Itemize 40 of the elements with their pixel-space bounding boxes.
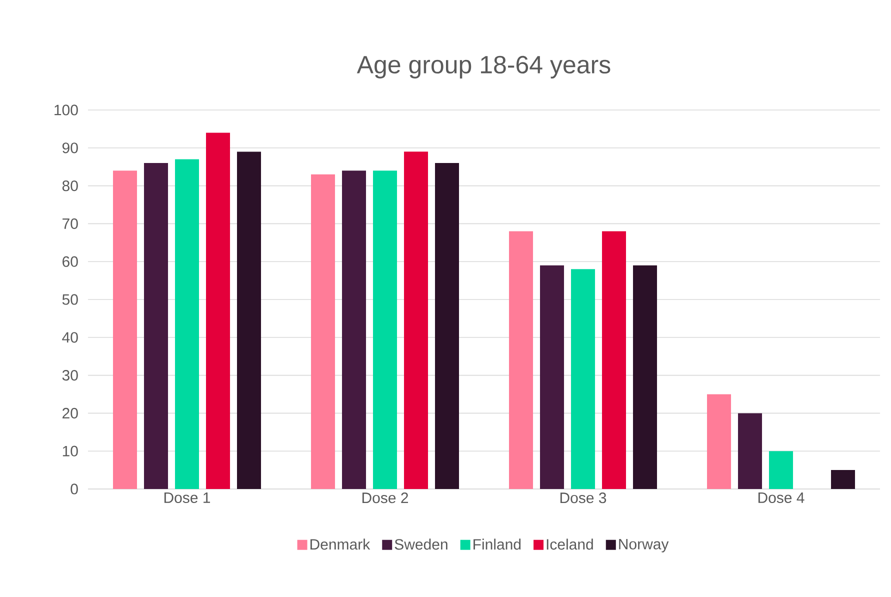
bar (206, 132, 230, 489)
bar (373, 170, 398, 489)
bar (435, 163, 460, 489)
bar (738, 413, 762, 489)
legend-label: Iceland (546, 538, 593, 550)
legend-label: Sweden (394, 538, 448, 550)
x-tick-label: Dose 4 (758, 492, 804, 503)
y-tick-label: 10 (62, 446, 78, 456)
bar (175, 159, 199, 489)
y-tick-label: 0 (70, 484, 78, 494)
bar (404, 152, 428, 489)
bar (509, 231, 534, 489)
y-tick-label: 90 (62, 142, 78, 154)
x-tick-label: Dose 2 (362, 492, 408, 504)
chart-title: Age group 18-64 years (356, 56, 610, 78)
bar (113, 170, 137, 489)
y-tick-label: 40 (62, 332, 78, 343)
bar (342, 170, 366, 489)
x-tick-label: Dose 3 (560, 492, 606, 504)
y-tick-label: 50 (62, 294, 78, 305)
y-tick-label: 100 (54, 104, 78, 116)
y-tick-label: 20 (62, 408, 78, 419)
y-tick-label: 60 (62, 256, 78, 267)
legend-label: Finland (474, 538, 521, 550)
bar (769, 451, 794, 489)
bar (571, 269, 596, 489)
bar (540, 265, 564, 489)
y-tick-label: 70 (62, 218, 78, 229)
bar (237, 152, 262, 489)
bar (311, 174, 335, 489)
legend-label: Denmark (310, 538, 370, 550)
y-tick-label: 80 (62, 180, 78, 192)
x-tick-label: Dose 1 (164, 492, 210, 503)
y-tick-label: 30 (62, 370, 78, 381)
bar (602, 231, 626, 489)
bar (144, 163, 168, 489)
bar (831, 470, 856, 489)
bar (707, 394, 732, 489)
legend-label: Norway (619, 538, 669, 552)
bar (633, 265, 658, 489)
